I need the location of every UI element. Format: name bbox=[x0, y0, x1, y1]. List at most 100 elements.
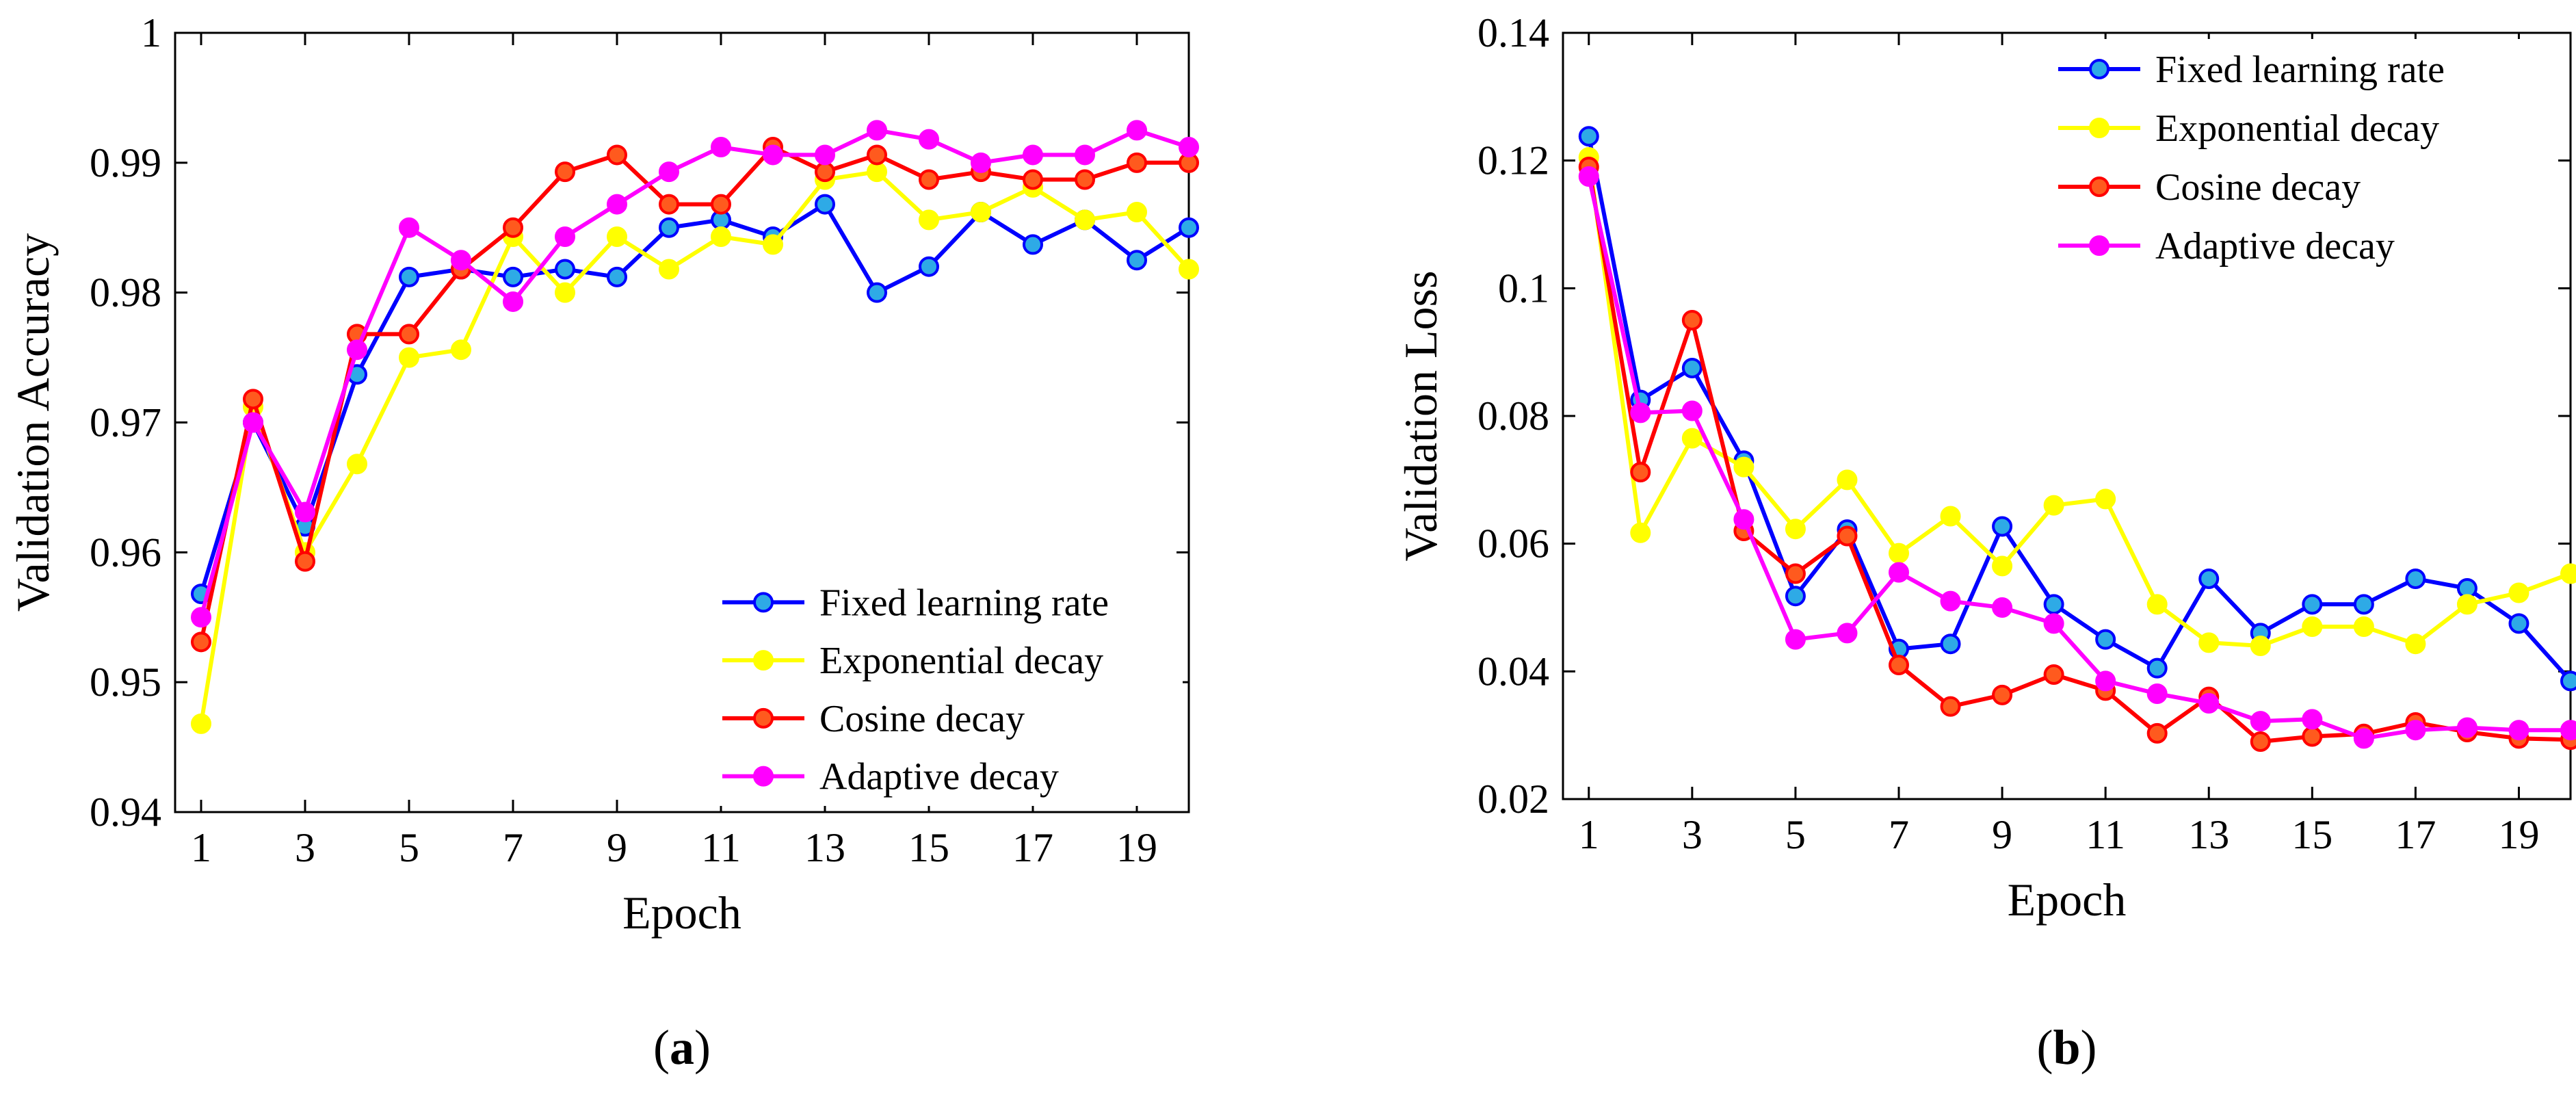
data-point bbox=[2302, 726, 2323, 747]
series-exponential-decay bbox=[1578, 147, 2576, 656]
data-point bbox=[503, 291, 523, 312]
data-point bbox=[399, 324, 419, 345]
data-point bbox=[1127, 152, 1147, 173]
data-point bbox=[971, 201, 991, 222]
data-point bbox=[1992, 516, 2013, 537]
data-point bbox=[451, 339, 471, 361]
data-point bbox=[1075, 169, 1095, 190]
y-tick-label: 0.94 bbox=[90, 790, 161, 835]
data-point bbox=[2456, 594, 2478, 615]
data-point bbox=[867, 161, 887, 183]
data-point bbox=[867, 120, 887, 141]
data-point bbox=[1785, 519, 1806, 540]
data-point bbox=[295, 551, 315, 572]
data-point bbox=[2146, 722, 2168, 744]
data-point bbox=[1681, 358, 1703, 378]
x-tick-label: 11 bbox=[701, 825, 741, 870]
data-point bbox=[659, 194, 679, 215]
data-point bbox=[763, 234, 783, 255]
legend-label: Adaptive decay bbox=[819, 756, 1059, 798]
y-tick-label: 1 bbox=[141, 10, 161, 55]
y-tick-label: 0.1 bbox=[1498, 265, 1549, 311]
data-point bbox=[2405, 634, 2426, 655]
data-point bbox=[1630, 402, 1651, 423]
y-tick-label: 0.97 bbox=[90, 400, 161, 445]
data-point bbox=[1075, 144, 1095, 166]
legend-marker bbox=[2089, 118, 2110, 138]
data-point bbox=[659, 217, 679, 238]
x-tick-label: 17 bbox=[2395, 812, 2436, 857]
data-point bbox=[1837, 623, 1858, 644]
data-point bbox=[1785, 586, 1806, 607]
data-point bbox=[503, 217, 523, 238]
data-point bbox=[555, 259, 575, 280]
legend-box bbox=[711, 573, 1183, 806]
y-axis-label: Validation Loss bbox=[1395, 271, 1447, 562]
y-tick-label: 0.99 bbox=[90, 140, 161, 185]
chart-b-svg: 1 3 5 7 9 11 13 15 17 190.020.040.060.080.10.120.… bbox=[1395, 10, 2576, 1075]
data-point bbox=[2353, 616, 2374, 637]
legend-marker bbox=[2089, 177, 2110, 197]
data-point bbox=[2560, 670, 2576, 692]
legend-item-exponential-decay: Exponential decay bbox=[722, 640, 1103, 682]
data-point bbox=[2353, 594, 2374, 615]
panel-label-close: ) bbox=[694, 1020, 711, 1075]
chart-a-svg: 1 3 5 7 9 11 13 15 17 190.940.950.960.970.980.991… bbox=[7, 10, 1199, 1075]
panel-label: (a) bbox=[653, 1020, 711, 1075]
series-exponential-decay bbox=[191, 161, 1199, 734]
y-tick-label: 0.04 bbox=[1477, 649, 1549, 694]
data-point bbox=[659, 161, 679, 183]
data-point bbox=[2456, 717, 2478, 738]
data-point bbox=[2250, 731, 2271, 752]
data-point bbox=[2560, 720, 2576, 741]
data-point bbox=[1023, 234, 1043, 255]
legend-item-fixed-learning-rate: Fixed learning rate bbox=[2058, 49, 2445, 91]
x-tick-label: 15 bbox=[2291, 812, 2332, 857]
data-point bbox=[1075, 209, 1095, 231]
data-point bbox=[919, 169, 939, 190]
data-point bbox=[1837, 469, 1858, 491]
data-point bbox=[1992, 597, 2013, 618]
legend-label: Exponential decay bbox=[2155, 107, 2439, 150]
x-axis-label: Epoch bbox=[622, 887, 741, 939]
data-point bbox=[1733, 456, 1754, 478]
series-line bbox=[199, 202, 1190, 595]
legend-label: Cosine decay bbox=[2155, 166, 2361, 209]
data-point bbox=[1127, 201, 1147, 222]
x-tick-label: 7 bbox=[1889, 812, 1909, 857]
y-tick-label: 0.14 bbox=[1477, 10, 1549, 55]
data-point bbox=[2146, 594, 2168, 615]
data-point bbox=[815, 144, 835, 166]
data-point bbox=[1889, 543, 1909, 564]
x-axis-label: Epoch bbox=[2008, 874, 2127, 926]
data-point bbox=[2405, 569, 2426, 589]
legend-marker bbox=[753, 766, 774, 787]
x-tick-label: 11 bbox=[2086, 812, 2125, 857]
y-tick-label: 0.06 bbox=[1477, 521, 1549, 566]
panel-label-letter: b bbox=[2053, 1020, 2080, 1075]
x-tick-label: 3 bbox=[295, 825, 315, 870]
y-tick-label: 0.95 bbox=[90, 660, 161, 705]
x-tick-label: 7 bbox=[503, 825, 523, 870]
data-point bbox=[2302, 594, 2323, 615]
data-point bbox=[399, 347, 419, 368]
data-point bbox=[2146, 657, 2168, 679]
x-tick-label: 19 bbox=[1116, 825, 1157, 870]
data-point bbox=[919, 129, 939, 150]
data-point bbox=[1023, 169, 1043, 190]
x-tick-label: 15 bbox=[908, 825, 949, 870]
legend-item-exponential-decay: Exponential decay bbox=[2058, 107, 2439, 150]
data-point bbox=[2043, 664, 2064, 685]
data-point bbox=[1940, 634, 1961, 655]
data-point bbox=[295, 501, 315, 523]
data-point bbox=[191, 713, 211, 734]
legend: Fixed learning rate Exponential decay Cosi… bbox=[2047, 39, 2527, 276]
legend-item-fixed-learning-rate: Fixed learning rate bbox=[722, 582, 1109, 624]
data-point bbox=[2508, 613, 2529, 634]
data-point bbox=[2043, 594, 2064, 615]
y-tick-label: 0.98 bbox=[90, 270, 161, 315]
data-point bbox=[503, 266, 523, 287]
data-point bbox=[867, 144, 887, 166]
data-point bbox=[607, 194, 627, 215]
